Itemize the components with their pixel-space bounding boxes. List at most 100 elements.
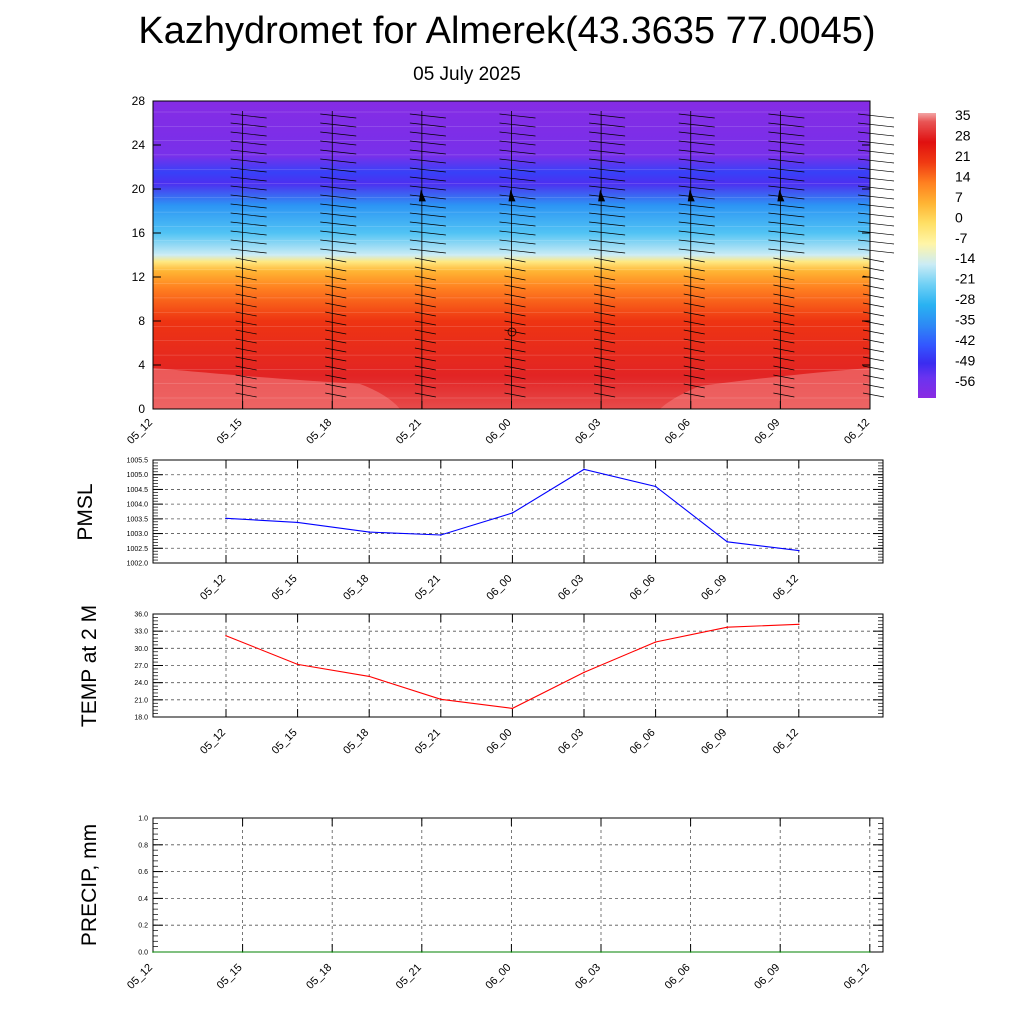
wind-barb-feather — [320, 131, 357, 137]
x-tick-label: 06_12 — [771, 727, 801, 757]
wind-barb-feather — [773, 311, 795, 317]
y-tick-label: 1003.0 — [127, 531, 149, 538]
wind-barb-feather — [230, 185, 267, 191]
wind-barb-feather — [862, 383, 885, 389]
wind-barb-feather — [499, 248, 536, 254]
y-tick-label: 1002.0 — [127, 561, 149, 568]
x-tick-label: 06_09 — [752, 417, 782, 447]
wind-barb-feather — [589, 122, 626, 128]
wind-barb-feather — [230, 221, 267, 227]
wind-barb-feather — [320, 140, 357, 146]
wind-barb-feather — [589, 149, 626, 155]
x-tick-label: 05_21 — [413, 573, 443, 603]
wind-barb-feather — [773, 302, 795, 308]
data-point — [225, 634, 227, 637]
data-point — [798, 623, 800, 626]
wind-barb-feather — [857, 176, 895, 182]
wind-barb-feather — [504, 311, 526, 317]
data-point — [600, 951, 602, 953]
data-point — [654, 485, 657, 488]
wind-barb-feather — [594, 266, 616, 272]
wind-barb-feather — [325, 356, 347, 362]
y-tick-label: 24 — [132, 138, 146, 152]
wind-barb-feather — [320, 239, 357, 245]
panel-frame — [152, 817, 884, 953]
wind-barb-feather — [235, 374, 257, 380]
y-tick-label: 20 — [132, 182, 146, 196]
x-tick-label: 06_03 — [573, 962, 603, 992]
wind-barb-feather — [499, 239, 536, 245]
wind-barb-feather — [594, 356, 616, 362]
wind-barb-feather — [768, 176, 805, 182]
x-tick-label: 05_21 — [413, 727, 443, 757]
wind-barb-feather — [589, 185, 626, 191]
wind-barb-feather — [683, 365, 705, 371]
chart-subtitle: 05 July 2025 — [413, 64, 521, 85]
colorbar-label: -35 — [955, 312, 975, 328]
wind-barb-feather — [504, 356, 526, 362]
y-axis-label: TEMP at 2 M — [78, 605, 101, 727]
wind-barb-feather — [504, 284, 526, 290]
wind-barb-feather — [678, 230, 715, 236]
wind-barb-feather — [773, 275, 795, 281]
wind-barb-feather — [683, 338, 705, 344]
wind-barb-feather — [594, 293, 616, 299]
wind-barb-feather — [499, 221, 536, 227]
data-point — [152, 951, 154, 953]
wind-barb-feather — [678, 122, 715, 128]
wind-barb-feather — [320, 149, 357, 155]
wind-barb-feather — [862, 320, 885, 326]
x-tick-label: 05_15 — [270, 727, 300, 757]
data-point — [241, 951, 244, 953]
data-point — [440, 534, 442, 536]
wind-barb-feather — [594, 347, 616, 353]
wind-barb-feather — [504, 293, 526, 299]
wind-barb-feather — [235, 356, 257, 362]
wind-barb-feather — [230, 239, 267, 245]
x-tick-label: 05_18 — [304, 417, 334, 447]
wind-barb-feather — [320, 113, 357, 119]
wind-barb-feather — [678, 221, 715, 227]
wind-barb-feather — [409, 140, 446, 146]
wind-barb-feather — [768, 158, 805, 164]
wind-barb-feather — [683, 329, 705, 335]
wind-barb-feather — [594, 329, 616, 335]
wind-barb-feather — [414, 329, 436, 335]
wind-barb-feather — [499, 230, 536, 236]
x-tick-label: 06_12 — [771, 573, 801, 603]
wind-barb-feather — [768, 212, 805, 218]
y-tick-label: 1002.5 — [127, 546, 149, 553]
wind-barb-feather — [678, 131, 715, 137]
wind-barb-feather — [594, 320, 616, 326]
y-axis-label: PMSL — [74, 483, 97, 540]
wind-barb-pennant — [777, 189, 785, 202]
colorbar-label: -49 — [955, 353, 975, 369]
y-tick-label: 1004.5 — [127, 487, 149, 494]
y-tick-label: 33.0 — [134, 629, 148, 636]
wind-barb-feather — [768, 221, 805, 227]
wind-barb-feather — [678, 113, 715, 119]
wind-barb-feather — [857, 239, 895, 245]
wind-barb-feather — [589, 113, 626, 119]
data-point — [421, 951, 423, 953]
wind-barb-feather — [594, 374, 616, 380]
chart-title: Kazhydromet for Almerek(43.3635 77.0045) — [138, 10, 876, 52]
wind-barb-feather — [235, 293, 257, 299]
wind-barb-feather — [589, 230, 626, 236]
colorbar-label: 7 — [955, 189, 963, 205]
colorbar-label: -42 — [955, 332, 975, 348]
y-tick-label: 1.0 — [138, 816, 148, 823]
wind-barb-feather — [683, 311, 705, 317]
wind-barb-feather — [230, 113, 267, 119]
wind-barb-feather — [320, 185, 357, 191]
data-point — [368, 531, 371, 533]
wind-barb-feather — [504, 374, 526, 380]
wind-barb-feather — [325, 329, 347, 335]
y-tick-label: 1005.5 — [127, 458, 149, 465]
wind-barb-feather — [857, 212, 895, 218]
wind-barb-feather — [594, 275, 616, 281]
x-tick-label: 06_06 — [663, 962, 693, 992]
wind-barb-feather — [589, 203, 626, 209]
wind-barb-feather — [589, 176, 626, 182]
